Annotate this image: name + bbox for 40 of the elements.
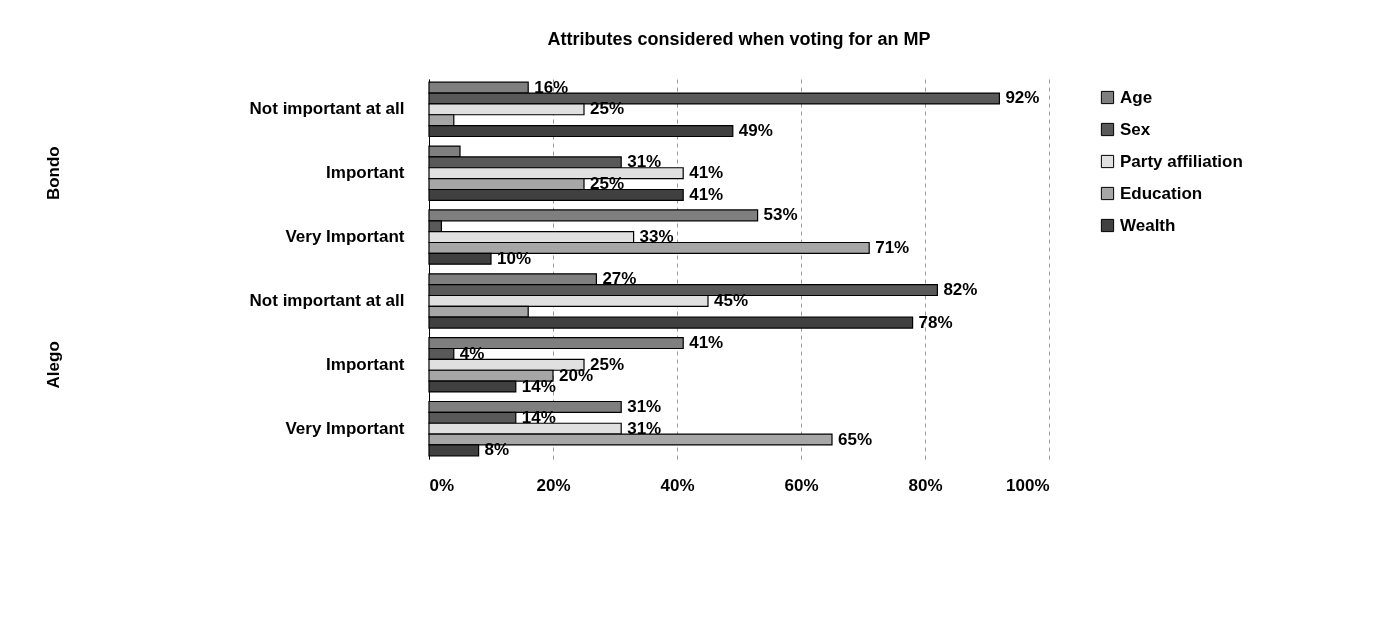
data-label: 16%	[534, 77, 569, 97]
data-label: 31%	[627, 418, 662, 438]
data-label: 53%	[763, 205, 798, 225]
data-label: 8%	[484, 440, 510, 460]
data-label: 31%	[627, 152, 662, 172]
y-tick-label: Important	[326, 354, 405, 374]
x-tick-label: 0%	[429, 475, 455, 495]
chart-title: Attributes considered when voting for an MP	[547, 28, 931, 49]
data-label: 31%	[627, 396, 662, 416]
legend-label: Education	[1120, 183, 1203, 203]
data-label: 41%	[689, 163, 724, 183]
y-tick-label: Not important at all	[249, 99, 405, 119]
legend-label: Party affiliation	[1120, 151, 1243, 171]
data-label: 65%	[838, 429, 873, 449]
text: Bondo	[44, 146, 63, 201]
x-tick-label: 40%	[660, 475, 695, 495]
data-label: 78%	[918, 312, 953, 332]
y-tick-label: Very Important	[285, 227, 405, 247]
x-tick-label: 60%	[784, 475, 819, 495]
y-tick-label: Very Important	[285, 418, 405, 438]
y-tick-label: Not important at all	[249, 290, 405, 310]
data-label: 25%	[590, 99, 625, 119]
data-label: 82%	[943, 280, 978, 300]
x-tick-label: 20%	[536, 475, 571, 495]
data-label: 71%	[875, 237, 910, 257]
data-label: 49%	[738, 121, 773, 141]
data-label: 27%	[602, 269, 637, 289]
data-label: 92%	[1005, 88, 1040, 108]
data-label: 14%	[521, 376, 556, 396]
x-tick-label: 100%	[1006, 475, 1050, 495]
y-tick-label: Important	[326, 163, 405, 183]
legend-label: Wealth	[1120, 215, 1176, 235]
x-tick-label: 80%	[908, 475, 943, 495]
data-label: 41%	[689, 184, 724, 204]
legend-label: Age	[1120, 87, 1153, 107]
text: Alego	[44, 341, 63, 389]
data-label: 41%	[689, 333, 724, 353]
data-label: 33%	[639, 227, 674, 247]
data-label: 25%	[590, 354, 625, 374]
legend-label: Sex	[1120, 119, 1151, 139]
